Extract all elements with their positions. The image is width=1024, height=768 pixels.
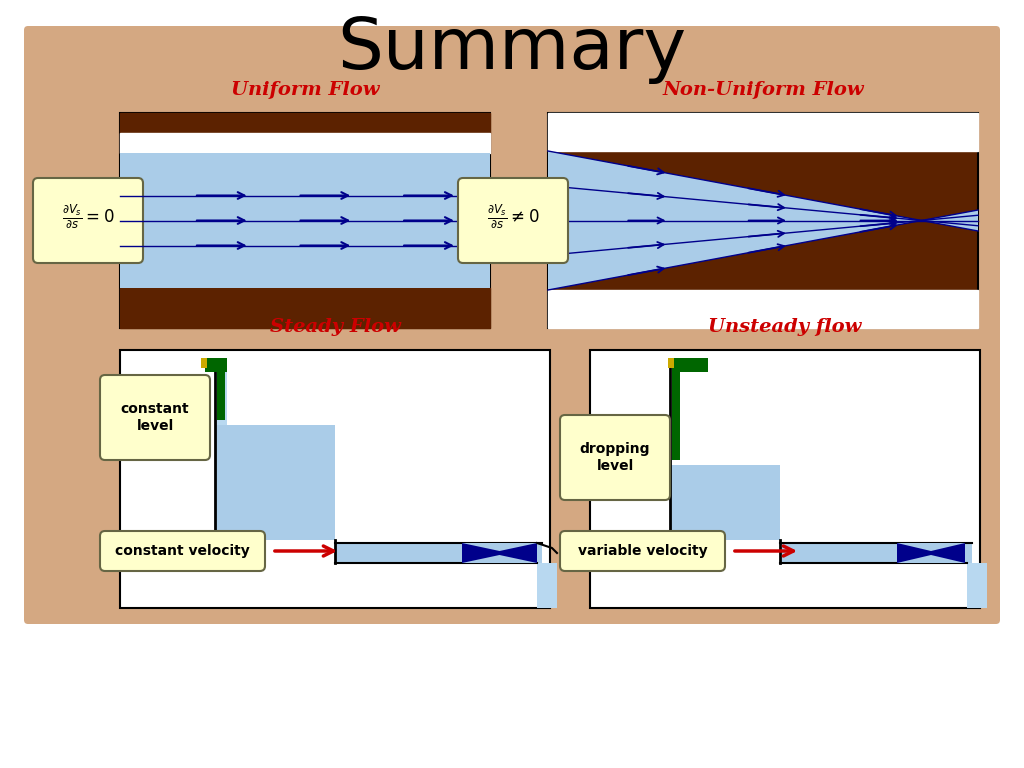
Text: constant
level: constant level	[121, 402, 189, 432]
Bar	[780, 543, 972, 563]
Text: $\frac{\partial V_s}{\partial s}=0$: $\frac{\partial V_s}{\partial s}=0$	[61, 203, 115, 230]
Bar	[670, 465, 780, 540]
Bar	[335, 543, 542, 563]
Bar	[548, 113, 978, 151]
Bar	[672, 358, 680, 460]
Polygon shape	[462, 555, 537, 563]
Polygon shape	[897, 543, 965, 551]
Bar	[201, 358, 207, 368]
Bar	[462, 543, 537, 563]
Bar	[120, 288, 490, 328]
Text: Steady Flow: Steady Flow	[269, 318, 400, 336]
Bar	[217, 358, 225, 420]
FancyBboxPatch shape	[120, 113, 490, 328]
FancyBboxPatch shape	[33, 178, 143, 263]
FancyBboxPatch shape	[560, 415, 670, 500]
Bar	[548, 290, 978, 328]
Text: dropping
level: dropping level	[580, 442, 650, 472]
Bar	[205, 358, 227, 372]
FancyBboxPatch shape	[548, 113, 978, 328]
Polygon shape	[462, 543, 537, 551]
Bar	[120, 133, 490, 153]
Text: Summary: Summary	[338, 15, 686, 84]
FancyBboxPatch shape	[560, 531, 725, 571]
Text: constant velocity: constant velocity	[115, 544, 250, 558]
FancyBboxPatch shape	[458, 178, 568, 263]
FancyBboxPatch shape	[590, 350, 980, 608]
Bar	[215, 425, 335, 540]
Polygon shape	[548, 151, 978, 290]
Polygon shape	[897, 555, 965, 563]
Bar	[537, 563, 557, 608]
Bar	[120, 153, 490, 288]
Text: Non-Uniform Flow: Non-Uniform Flow	[663, 81, 864, 99]
FancyBboxPatch shape	[100, 531, 265, 571]
Text: $\frac{\partial V_s}{\partial s}\neq 0$: $\frac{\partial V_s}{\partial s}\neq 0$	[486, 203, 540, 230]
Text: Unsteady flow: Unsteady flow	[709, 318, 861, 336]
Text: Uniform Flow: Uniform Flow	[230, 81, 379, 99]
Bar	[967, 563, 987, 608]
Bar	[120, 113, 490, 153]
FancyBboxPatch shape	[24, 26, 1000, 624]
FancyBboxPatch shape	[120, 350, 550, 608]
FancyBboxPatch shape	[100, 375, 210, 460]
Bar	[215, 365, 227, 425]
Text: variable velocity: variable velocity	[578, 544, 708, 558]
Bar	[668, 358, 674, 368]
Bar	[897, 543, 965, 563]
Bar	[680, 358, 708, 372]
